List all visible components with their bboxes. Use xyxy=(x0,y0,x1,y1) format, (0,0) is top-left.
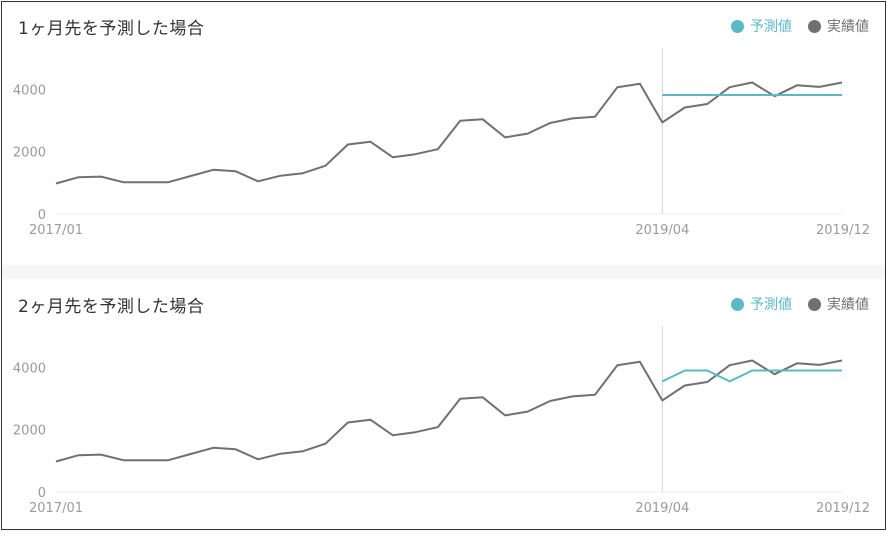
x-tick-label: 2019/12 xyxy=(816,501,870,516)
x-tick-label: 2019/04 xyxy=(635,223,689,238)
y-tick-label: 0 xyxy=(38,208,46,223)
x-tick-label: 2017/01 xyxy=(29,223,83,238)
y-tick-label: 4000 xyxy=(13,361,46,376)
x-tick-label: 2019/04 xyxy=(635,501,689,516)
x-tick-label: 2019/12 xyxy=(816,223,870,238)
actual-series-line xyxy=(56,361,842,462)
y-tick-label: 4000 xyxy=(13,83,46,98)
forecast-series-line xyxy=(662,371,842,382)
x-tick-label: 2017/01 xyxy=(29,501,83,516)
line-chart: 0 2000 4000 2017/01 2019/04 2019/12 xyxy=(2,2,885,266)
panel-divider xyxy=(2,265,885,279)
y-tick-label: 2000 xyxy=(13,146,46,161)
y-tick-label: 0 xyxy=(38,486,46,501)
y-tick-label: 2000 xyxy=(13,424,46,439)
actual-series-line xyxy=(56,83,842,184)
line-chart: 0 2000 4000 2017/01 2019/04 2019/12 xyxy=(2,280,885,530)
